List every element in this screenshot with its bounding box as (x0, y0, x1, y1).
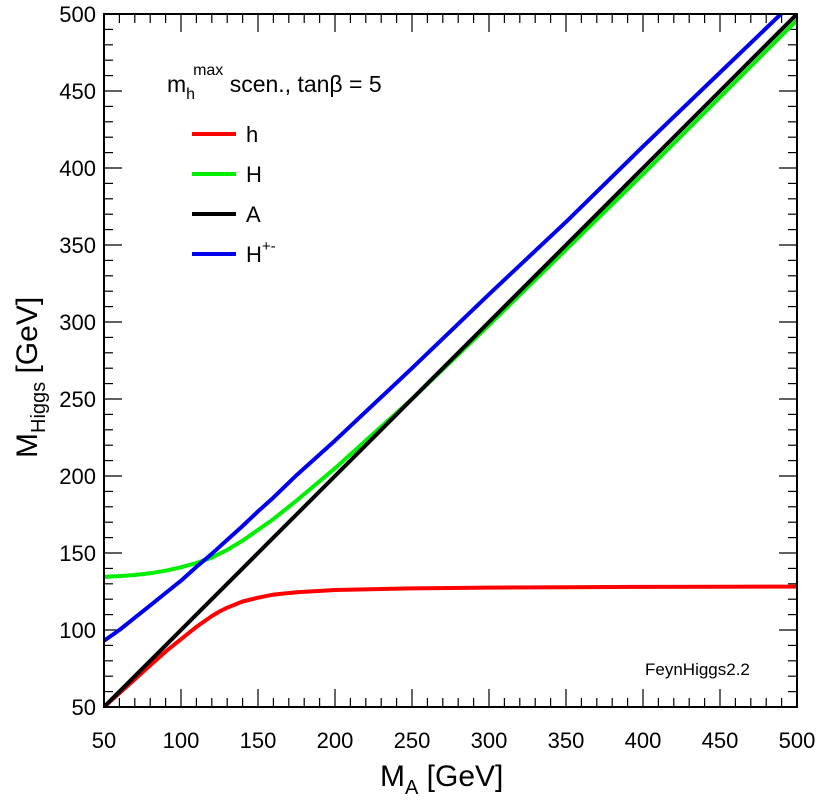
credit-label: FeynHiggs2.2 (645, 660, 750, 679)
y-tick-label: 100 (59, 618, 96, 643)
y-tick-labels: 50 100 150 200 250 300 350 400 450 500 (59, 2, 96, 720)
x-tick-label: 50 (92, 728, 116, 753)
plot-frame (103, 13, 798, 708)
x-tick-labels: 50 100 150 200 250 300 350 400 450 500 (92, 728, 816, 753)
legend-label-h-charged: H+- (246, 238, 276, 267)
x-tick-label: 250 (394, 728, 431, 753)
series-line-h-charged (104, 14, 784, 643)
x-tick-label: 500 (779, 728, 816, 753)
y-tick-label: 450 (59, 79, 96, 104)
x-tick-label: 300 (471, 728, 508, 753)
y-tick-label: 300 (59, 310, 96, 335)
legend: hHA H+- (192, 122, 276, 267)
series-line-h (104, 18, 797, 579)
legend-label-a: A (246, 202, 261, 227)
x-tick-label: 400 (625, 728, 662, 753)
x-tick-label: 150 (240, 728, 277, 753)
tick-marks (103, 13, 798, 708)
y-tick-label: 350 (59, 233, 96, 258)
x-tick-label: 200 (317, 728, 354, 753)
scenario-annotation: mhmax scen., tanβ = 5 (167, 62, 382, 103)
y-tick-label: 500 (59, 2, 96, 27)
series-lines (104, 14, 797, 707)
x-tick-label: 350 (548, 728, 585, 753)
series-line-a (104, 14, 797, 707)
y-tick-label: 400 (59, 156, 96, 181)
y-tick-label: 250 (59, 387, 96, 412)
legend-label-h: h (246, 122, 258, 147)
x-tick-label: 100 (163, 728, 200, 753)
legend-label-h: H (246, 162, 262, 187)
y-tick-label: 150 (59, 541, 96, 566)
series-line-h (104, 584, 797, 707)
x-axis-title: MA [GeV] (380, 760, 503, 799)
x-tick-label: 450 (702, 728, 739, 753)
y-tick-label: 200 (59, 464, 96, 489)
y-tick-label: 50 (72, 695, 96, 720)
y-axis-title: MHiggs [GeV] (11, 297, 50, 458)
